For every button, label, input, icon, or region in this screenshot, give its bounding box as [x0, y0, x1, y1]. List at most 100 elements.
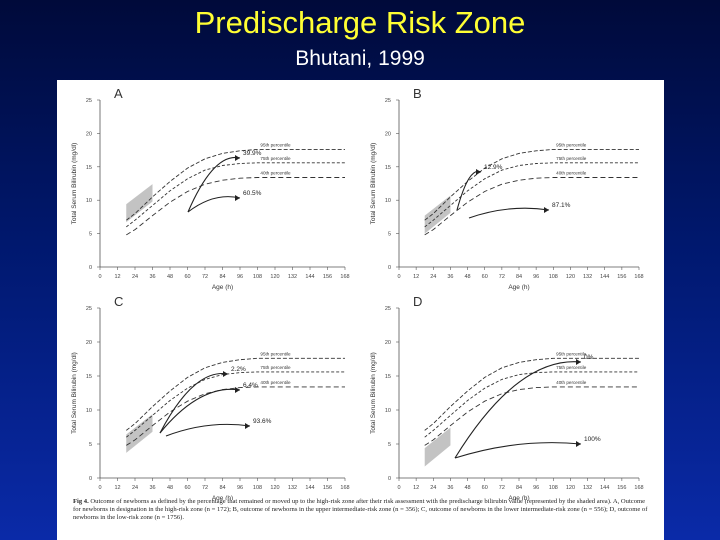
x-tick-label: 144: [305, 485, 314, 491]
x-tick-label: 84: [516, 485, 522, 491]
x-tick-label: 168: [340, 485, 349, 491]
x-tick-label: 48: [465, 274, 471, 280]
percentile-curve: [424, 357, 639, 431]
x-tick-label: 144: [600, 485, 609, 491]
outcome-percent-label: 2.2%: [231, 366, 246, 373]
panel-letter: D: [413, 294, 422, 309]
y-axis-label: Total Serum Bilirubin (mg/dl): [370, 143, 377, 225]
y-tick-label: 5: [89, 232, 92, 238]
percentile-label: 40th percentile: [556, 380, 587, 385]
outcome-percent-label: 60.5%: [243, 190, 262, 197]
x-tick-label: 120: [566, 274, 575, 280]
y-tick-label: 15: [86, 165, 92, 171]
percentile-curve: [126, 371, 345, 438]
percentile-label: 95th percentile: [556, 142, 587, 147]
x-tick-label: 120: [270, 485, 279, 491]
outcome-arrow: [468, 207, 550, 219]
y-tick-label: 0: [388, 265, 391, 271]
chart-panel-d: D 0 5 10 15 20 25 0 12 24 36 48 60 72 84 96 108 120 132 144…: [370, 294, 644, 500]
x-axis-label: Age (h): [212, 495, 233, 500]
x-tick-label: 156: [323, 274, 332, 280]
outcome-arrow: [187, 156, 241, 213]
percentile-label: 75th percentile: [556, 156, 587, 161]
x-tick-label: 120: [566, 485, 575, 491]
y-axis-label: Total Serum Bilirubin (mg/dl): [71, 352, 78, 434]
x-tick-label: 0: [98, 274, 101, 280]
x-tick-label: 132: [583, 485, 592, 491]
x-tick-label: 96: [533, 274, 539, 280]
y-tick-label: 20: [385, 340, 391, 346]
outcome-arrowhead: [576, 359, 581, 365]
outcome-arrowhead: [235, 195, 240, 201]
outcome-arrowhead: [235, 155, 240, 161]
y-tick-label: 15: [385, 165, 391, 171]
x-tick-label: 168: [340, 274, 349, 280]
figure-caption: Fig 4. Outcome of newborns as defined by…: [73, 498, 653, 523]
x-tick-label: 60: [482, 485, 488, 491]
x-axis-label: Age (h): [508, 495, 529, 500]
percentile-curve: [126, 357, 345, 431]
outcome-arrow: [456, 170, 482, 211]
y-tick-label: 25: [385, 98, 391, 104]
predischarge-shaded-area: [424, 427, 451, 467]
x-tick-label: 108: [253, 274, 262, 280]
percentile-label: 40th percentile: [260, 380, 291, 385]
outcome-percent-label: 6.4%: [243, 382, 258, 389]
y-tick-label: 15: [86, 374, 92, 380]
percentile-curve: [126, 177, 345, 236]
x-tick-label: 12: [114, 274, 120, 280]
x-tick-label: 24: [132, 274, 138, 280]
percentile-curve: [126, 162, 345, 228]
percentile-label: 75th percentile: [260, 365, 291, 370]
panel-letter: B: [413, 86, 422, 101]
x-tick-label: 84: [516, 274, 522, 280]
outcome-arrow: [159, 388, 241, 434]
outcome-percent-label: 100%: [584, 436, 601, 443]
outcome-arrow: [454, 361, 582, 459]
x-tick-label: 96: [533, 485, 539, 491]
outcome-arrow: [159, 372, 229, 434]
x-tick-label: 60: [482, 274, 488, 280]
percentile-curve: [424, 371, 639, 438]
y-axis-label: Total Serum Bilirubin (mg/dl): [71, 143, 78, 225]
x-tick-label: 60: [184, 485, 190, 491]
x-axis-label: Age (h): [508, 284, 529, 291]
y-tick-label: 0: [89, 265, 92, 271]
x-tick-label: 132: [288, 485, 297, 491]
x-tick-label: 72: [202, 485, 208, 491]
chart-panel-a: A 0 5 10 15 20 25 0 12 24 36 48 60 72 84 96 108 120 132 144…: [71, 86, 350, 291]
x-tick-label: 108: [253, 485, 262, 491]
y-tick-label: 20: [86, 131, 92, 137]
x-tick-label: 0: [98, 485, 101, 491]
x-tick-label: 120: [270, 274, 279, 280]
x-tick-label: 0: [397, 274, 400, 280]
x-tick-label: 36: [149, 274, 155, 280]
percentile-curve: [424, 148, 639, 221]
x-tick-label: 24: [430, 485, 436, 491]
slide-title: Predischarge Risk Zone: [194, 5, 526, 40]
percentile-curve: [424, 162, 639, 228]
x-tick-label: 108: [549, 485, 558, 491]
outcome-arrowhead: [544, 207, 549, 213]
y-tick-label: 5: [89, 442, 92, 448]
chart-panel-b: B 0 5 10 15 20 25 0 12 24 36 48 60 72 84 96 108 120 132 144…: [370, 86, 644, 291]
panel-letter: C: [114, 294, 123, 309]
percentile-curve: [424, 386, 639, 446]
y-tick-label: 10: [86, 198, 92, 204]
y-tick-label: 5: [388, 232, 391, 238]
x-tick-label: 12: [413, 485, 419, 491]
x-tick-label: 156: [323, 485, 332, 491]
x-tick-label: 48: [465, 485, 471, 491]
percentile-curve: [424, 177, 639, 236]
predischarge-shaded-area: [126, 184, 153, 223]
y-tick-label: 20: [385, 131, 391, 137]
percentile-label: 75th percentile: [260, 156, 291, 161]
y-tick-label: 15: [385, 374, 391, 380]
x-tick-label: 24: [430, 274, 436, 280]
figure-panel: A 0 5 10 15 20 25 0 12 24 36 48 60 72 84 96 108 120 132 144…: [57, 80, 664, 540]
outcome-arrowhead: [245, 423, 250, 429]
percentile-label: 95th percentile: [260, 142, 291, 147]
x-tick-label: 72: [202, 274, 208, 280]
x-tick-label: 48: [167, 274, 173, 280]
outcome-arrowhead: [576, 441, 581, 447]
